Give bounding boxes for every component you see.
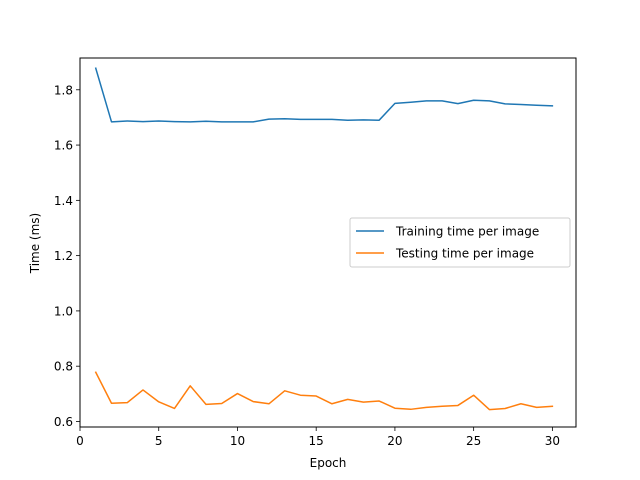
legend-label-training: Training time per image bbox=[395, 225, 539, 239]
legend-label-testing: Testing time per image bbox=[395, 247, 534, 261]
training-time-line bbox=[94, 67, 554, 123]
x-tick-label: 25 bbox=[466, 434, 481, 448]
x-tick-label: 30 bbox=[545, 434, 560, 448]
x-axis: 0 5 10 15 20 25 30 bbox=[76, 427, 560, 448]
y-tick-label: 1.2 bbox=[54, 249, 73, 263]
plot-frame bbox=[79, 57, 577, 428]
y-tick-label: 1.8 bbox=[54, 83, 73, 97]
series-layer bbox=[94, 67, 554, 411]
y-axis: 0.6 0.8 1.0 1.2 1.4 1.6 1.8 bbox=[54, 83, 80, 429]
y-tick-label: 1.0 bbox=[54, 304, 73, 318]
x-tick-label: 5 bbox=[155, 434, 163, 448]
legend: Training time per image Testing time per… bbox=[349, 217, 571, 268]
y-tick-label: 0.6 bbox=[54, 415, 73, 429]
testing-time-line bbox=[94, 371, 554, 411]
y-axis-label: Time (ms) bbox=[28, 213, 42, 275]
x-tick-label: 15 bbox=[309, 434, 324, 448]
x-axis-label: Epoch bbox=[310, 456, 347, 470]
x-tick-label: 10 bbox=[230, 434, 245, 448]
y-tick-label: 0.8 bbox=[54, 360, 73, 374]
legend-box bbox=[349, 217, 571, 268]
x-tick-label: 20 bbox=[387, 434, 402, 448]
y-tick-label: 1.6 bbox=[54, 139, 73, 153]
x-tick-label: 0 bbox=[76, 434, 84, 448]
y-tick-label: 1.4 bbox=[54, 194, 73, 208]
